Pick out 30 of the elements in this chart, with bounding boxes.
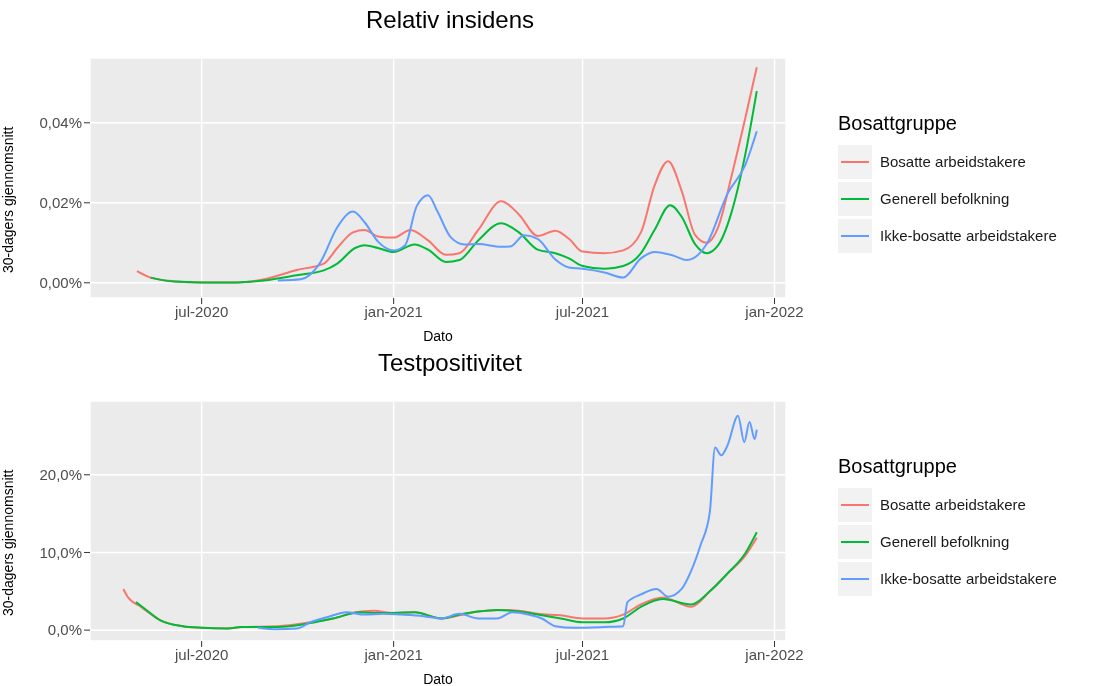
y-tick-label: 0,04% bbox=[39, 114, 82, 132]
x-tick-label: jan-2021 bbox=[363, 645, 423, 663]
chart-title: Relativ insidens bbox=[364, 5, 536, 35]
line-series bbox=[257, 414, 758, 631]
x-tick-label: jul-2021 bbox=[554, 302, 610, 320]
y-axis-title: 30-dagers gjennomsnitt bbox=[0, 469, 16, 616]
x-axis-title: Dato bbox=[423, 328, 453, 344]
legend-label: Ikke-bosatte arbeidstakere bbox=[880, 570, 1057, 587]
y-tick-label: 0,0% bbox=[47, 621, 82, 639]
x-tick-label: jul-2021 bbox=[554, 645, 610, 663]
line-series bbox=[276, 130, 758, 282]
x-tick-label: jan-2022 bbox=[744, 302, 804, 320]
legend-title: Bosattgruppe bbox=[838, 455, 958, 478]
x-tick-label: jan-2022 bbox=[744, 645, 804, 663]
y-tick-label: 0,00% bbox=[39, 274, 82, 292]
x-tick-label: jan-2021 bbox=[363, 302, 423, 320]
legend-label: Generell befolkning bbox=[880, 533, 1010, 550]
x-axis-title: Dato bbox=[423, 671, 453, 686]
legend-label: Bosatte arbeidstakere bbox=[880, 153, 1026, 170]
y-tick-label: 20,0% bbox=[39, 466, 82, 484]
y-tick-label: 10,0% bbox=[39, 543, 82, 561]
legend-label: Generell befolkning bbox=[880, 190, 1010, 207]
legend-label: Ikke-bosatte arbeidstakere bbox=[880, 227, 1057, 244]
chart-title: Testpositivitet bbox=[376, 348, 524, 378]
y-axis-title: 30-dagers gjennomsnitt bbox=[0, 126, 16, 273]
legend-title: Bosattgruppe bbox=[838, 112, 958, 135]
x-tick-label: jul-2020 bbox=[173, 645, 229, 663]
x-tick-label: jul-2020 bbox=[173, 302, 229, 320]
legend-label: Bosatte arbeidstakere bbox=[880, 496, 1026, 513]
y-tick-label: 0,02% bbox=[39, 194, 82, 212]
